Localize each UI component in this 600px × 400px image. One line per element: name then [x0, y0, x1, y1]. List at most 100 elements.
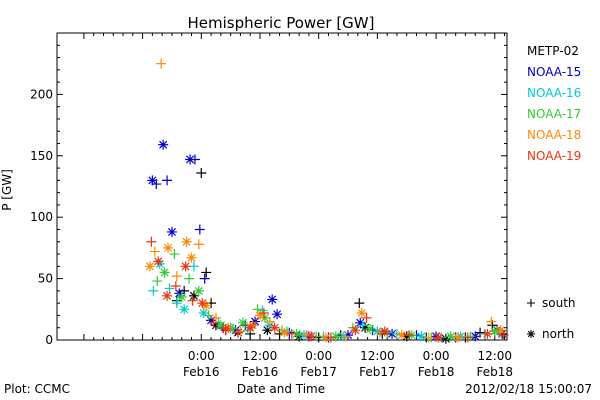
data-point — [164, 283, 175, 294]
y-axis: 0 50 100 150 200 — [30, 44, 507, 347]
series-noaa-15 — [147, 139, 503, 343]
data-point — [153, 256, 164, 267]
data-point — [286, 328, 297, 339]
x-tick-time-label: 12:00 — [243, 349, 278, 363]
data-point — [445, 331, 456, 342]
legend-entry-noaa-15: NOAA-15 — [527, 65, 581, 79]
series-noaa-17 — [152, 249, 500, 343]
data-point — [198, 307, 209, 318]
data-point — [223, 322, 234, 333]
data-point — [431, 331, 442, 342]
data-point — [330, 331, 341, 342]
data-point — [486, 316, 497, 327]
data-point — [180, 261, 191, 272]
data-point — [264, 316, 275, 327]
x-axis-label: Date and Time — [237, 382, 325, 396]
data-point — [355, 317, 366, 328]
x-tick-date-label: Feb17 — [300, 365, 337, 379]
x-tick-time-label: 12:00 — [477, 349, 512, 363]
marker-south-icon — [527, 299, 535, 307]
x-tick-date-label: Feb17 — [359, 365, 396, 379]
series-noaa-18 — [144, 58, 506, 343]
data-point — [197, 298, 208, 309]
data-point — [416, 331, 427, 342]
data-point — [169, 249, 180, 260]
data-point — [215, 320, 226, 331]
data-point — [189, 154, 200, 165]
data-point — [147, 175, 158, 186]
data-point — [343, 330, 354, 341]
data-point — [210, 312, 221, 323]
data-point — [433, 332, 444, 343]
data-point — [262, 325, 273, 336]
x-tick-time-label: 0:00 — [188, 349, 215, 363]
data-points — [144, 58, 509, 344]
data-point — [193, 285, 204, 296]
data-point — [272, 309, 283, 320]
data-point — [162, 175, 173, 186]
data-point — [146, 236, 157, 247]
data-point — [495, 325, 506, 336]
data-point — [194, 224, 205, 235]
data-point — [171, 298, 182, 309]
data-point — [250, 316, 261, 327]
data-point — [482, 328, 493, 339]
data-point — [206, 315, 217, 326]
data-point — [230, 325, 241, 336]
data-point — [401, 331, 412, 342]
data-point — [340, 331, 351, 342]
data-point — [489, 326, 500, 337]
data-point — [440, 333, 451, 344]
data-point — [152, 276, 163, 287]
data-point — [497, 328, 508, 339]
data-point — [162, 290, 173, 301]
plot-frame — [56, 32, 508, 341]
data-point — [269, 322, 280, 333]
data-point — [257, 305, 268, 316]
footer-credit: Plot: CCMC — [4, 382, 70, 396]
legend-entry-noaa-16: NOAA-16 — [527, 86, 581, 100]
marker-north-icon — [527, 330, 535, 338]
y-tick-label: 100 — [30, 210, 53, 224]
x-tick-time-label: 0:00 — [305, 349, 332, 363]
x-tick-date-label: Feb16 — [242, 365, 279, 379]
data-point — [404, 330, 415, 341]
y-tick-label: 150 — [30, 149, 53, 163]
data-point — [357, 320, 368, 331]
data-point — [156, 58, 167, 69]
data-point — [144, 261, 155, 272]
x-axis: 0:00 Feb16 12:00 Feb16 0:00 Feb17 12:00 Feb17 0:… — [83, 33, 513, 379]
y-tick-label: 0 — [45, 333, 53, 347]
data-point — [166, 226, 177, 237]
data-point — [245, 322, 256, 333]
data-point — [279, 327, 290, 338]
data-point — [267, 294, 278, 305]
data-point — [379, 326, 390, 337]
data-point — [423, 332, 434, 343]
data-point — [356, 307, 367, 318]
x-tick-date-label: Feb18 — [418, 365, 455, 379]
data-point — [462, 332, 473, 343]
series-metp-02 — [171, 167, 508, 344]
data-point — [453, 332, 464, 343]
legend-entry-metp-02: METP-02 — [527, 44, 579, 58]
data-point — [258, 307, 269, 318]
data-point — [149, 246, 160, 257]
data-point — [350, 325, 361, 336]
data-point — [360, 322, 371, 333]
data-point — [237, 317, 248, 328]
data-point — [306, 331, 317, 342]
data-point — [354, 298, 365, 309]
marker-legend-south: south — [542, 296, 576, 310]
data-point — [235, 326, 246, 337]
data-point — [163, 242, 174, 253]
data-point — [159, 267, 170, 278]
data-point — [158, 139, 169, 150]
data-point — [465, 331, 476, 342]
x-tick-time-label: 0:00 — [423, 349, 450, 363]
data-point — [171, 271, 182, 282]
data-point — [148, 285, 159, 296]
data-point — [455, 331, 466, 342]
data-point — [396, 330, 407, 341]
